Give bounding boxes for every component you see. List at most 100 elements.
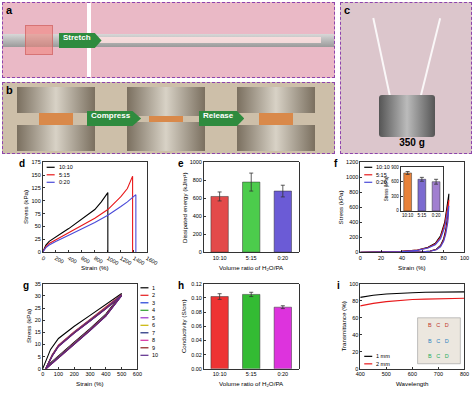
svg-text:9: 9 [152,345,155,351]
svg-text:100: 100 [54,371,63,377]
svg-text:5:15: 5:15 [246,371,257,377]
svg-text:100: 100 [349,281,358,287]
svg-text:175: 175 [32,159,41,165]
svg-text:40: 40 [352,332,358,338]
svg-text:600: 600 [133,371,142,377]
svg-text:0: 0 [396,208,399,213]
svg-text:0.02: 0.02 [191,352,202,358]
svg-text:10:10: 10:10 [213,255,227,261]
svg-text:5:15: 5:15 [246,255,257,261]
svg-text:0.04: 0.04 [191,337,202,343]
svg-text:1200: 1200 [119,255,133,266]
svg-text:200: 200 [70,371,79,377]
svg-text:0:20: 0:20 [432,213,441,218]
svg-text:60: 60 [352,315,358,321]
svg-text:700: 700 [434,371,443,377]
svg-text:0.12: 0.12 [191,281,202,287]
svg-text:200: 200 [193,231,202,237]
svg-text:5:15: 5:15 [417,213,426,218]
svg-text:10: 10 [35,341,41,347]
svg-text:0:20: 0:20 [277,255,288,261]
svg-text:0: 0 [355,249,358,255]
svg-text:g: g [23,280,29,291]
svg-text:0: 0 [38,366,41,372]
svg-text:600: 600 [408,371,417,377]
svg-text:Volume ratio of H₂O/PA: Volume ratio of H₂O/PA [219,380,284,387]
svg-text:10:10: 10:10 [402,213,414,218]
svg-text:10: 10 [152,352,158,358]
svg-text:h: h [178,280,184,291]
svg-text:400: 400 [101,371,110,377]
svg-text:400: 400 [193,213,202,219]
svg-text:300: 300 [85,371,94,377]
svg-text:B C D: B C D [428,353,449,359]
svg-text:400: 400 [67,255,78,265]
svg-text:500: 500 [117,371,126,377]
svg-text:600: 600 [80,255,91,265]
svg-text:150: 150 [32,172,41,178]
svg-text:1000: 1000 [106,255,120,266]
svg-text:800: 800 [93,255,104,265]
svg-text:0: 0 [41,371,44,377]
svg-text:80: 80 [441,255,447,261]
svg-text:Dissipated energy (kJ/m³): Dissipated energy (kJ/m³) [181,173,188,244]
svg-text:10:10: 10:10 [59,164,73,170]
svg-text:8: 8 [152,337,155,343]
svg-text:0:20: 0:20 [376,179,387,185]
svg-text:400: 400 [356,371,365,377]
svg-text:e: e [178,158,184,169]
svg-text:Transmittance (%): Transmittance (%) [340,301,347,351]
svg-text:600: 600 [349,204,358,210]
svg-text:600: 600 [193,195,202,201]
svg-text:Strain (%): Strain (%) [81,264,109,271]
svg-text:2 mm: 2 mm [376,361,390,367]
svg-text:300: 300 [391,194,399,199]
svg-text:40: 40 [399,255,405,261]
svg-text:100: 100 [32,198,41,204]
svg-text:20: 20 [35,317,41,323]
svg-text:Stress (kPa): Stress (kPa) [25,309,32,343]
svg-text:5:15: 5:15 [59,172,70,178]
svg-text:30: 30 [35,293,41,299]
svg-text:800: 800 [349,189,358,195]
svg-text:0: 0 [41,255,47,262]
svg-text:1000: 1000 [190,159,202,165]
svg-text:900: 900 [391,165,399,170]
svg-text:800: 800 [193,177,202,183]
svg-text:1 mm: 1 mm [376,353,390,359]
svg-text:Strain (%): Strain (%) [398,264,426,271]
svg-text:0.00: 0.00 [191,366,202,372]
svg-text:3: 3 [152,300,155,306]
svg-text:0.06: 0.06 [191,323,202,329]
svg-text:0:20: 0:20 [59,179,70,185]
svg-text:Stress (kPa): Stress (kPa) [384,176,389,201]
svg-text:1200: 1200 [346,159,358,165]
svg-text:20: 20 [378,255,384,261]
svg-text:50: 50 [35,223,41,229]
svg-text:1000: 1000 [346,174,358,180]
svg-text:0:20: 0:20 [277,371,288,377]
svg-text:80: 80 [352,298,358,304]
svg-text:25: 25 [35,236,41,242]
svg-text:Volume ratio of H₂O/PA: Volume ratio of H₂O/PA [219,264,284,271]
svg-text:B C D: B C D [428,338,449,344]
svg-text:5:15: 5:15 [376,172,387,178]
svg-text:200: 200 [349,234,358,240]
svg-text:7: 7 [152,330,155,336]
svg-text:0: 0 [38,249,41,255]
svg-text:1400: 1400 [132,255,146,266]
svg-text:1600: 1600 [145,255,159,266]
svg-text:2: 2 [152,292,155,298]
svg-text:d: d [19,158,25,169]
svg-text:100: 100 [460,255,469,261]
svg-text:500: 500 [382,371,391,377]
svg-text:125: 125 [32,185,41,191]
svg-text:0: 0 [359,255,362,261]
svg-text:600: 600 [391,179,399,184]
svg-text:60: 60 [420,255,426,261]
svg-text:Stress (kPa): Stress (kPa) [337,190,344,224]
svg-text:B C D: B C D [428,322,449,328]
svg-text:0: 0 [355,366,358,372]
svg-text:20: 20 [352,349,358,355]
svg-text:Strain (%): Strain (%) [76,380,104,387]
